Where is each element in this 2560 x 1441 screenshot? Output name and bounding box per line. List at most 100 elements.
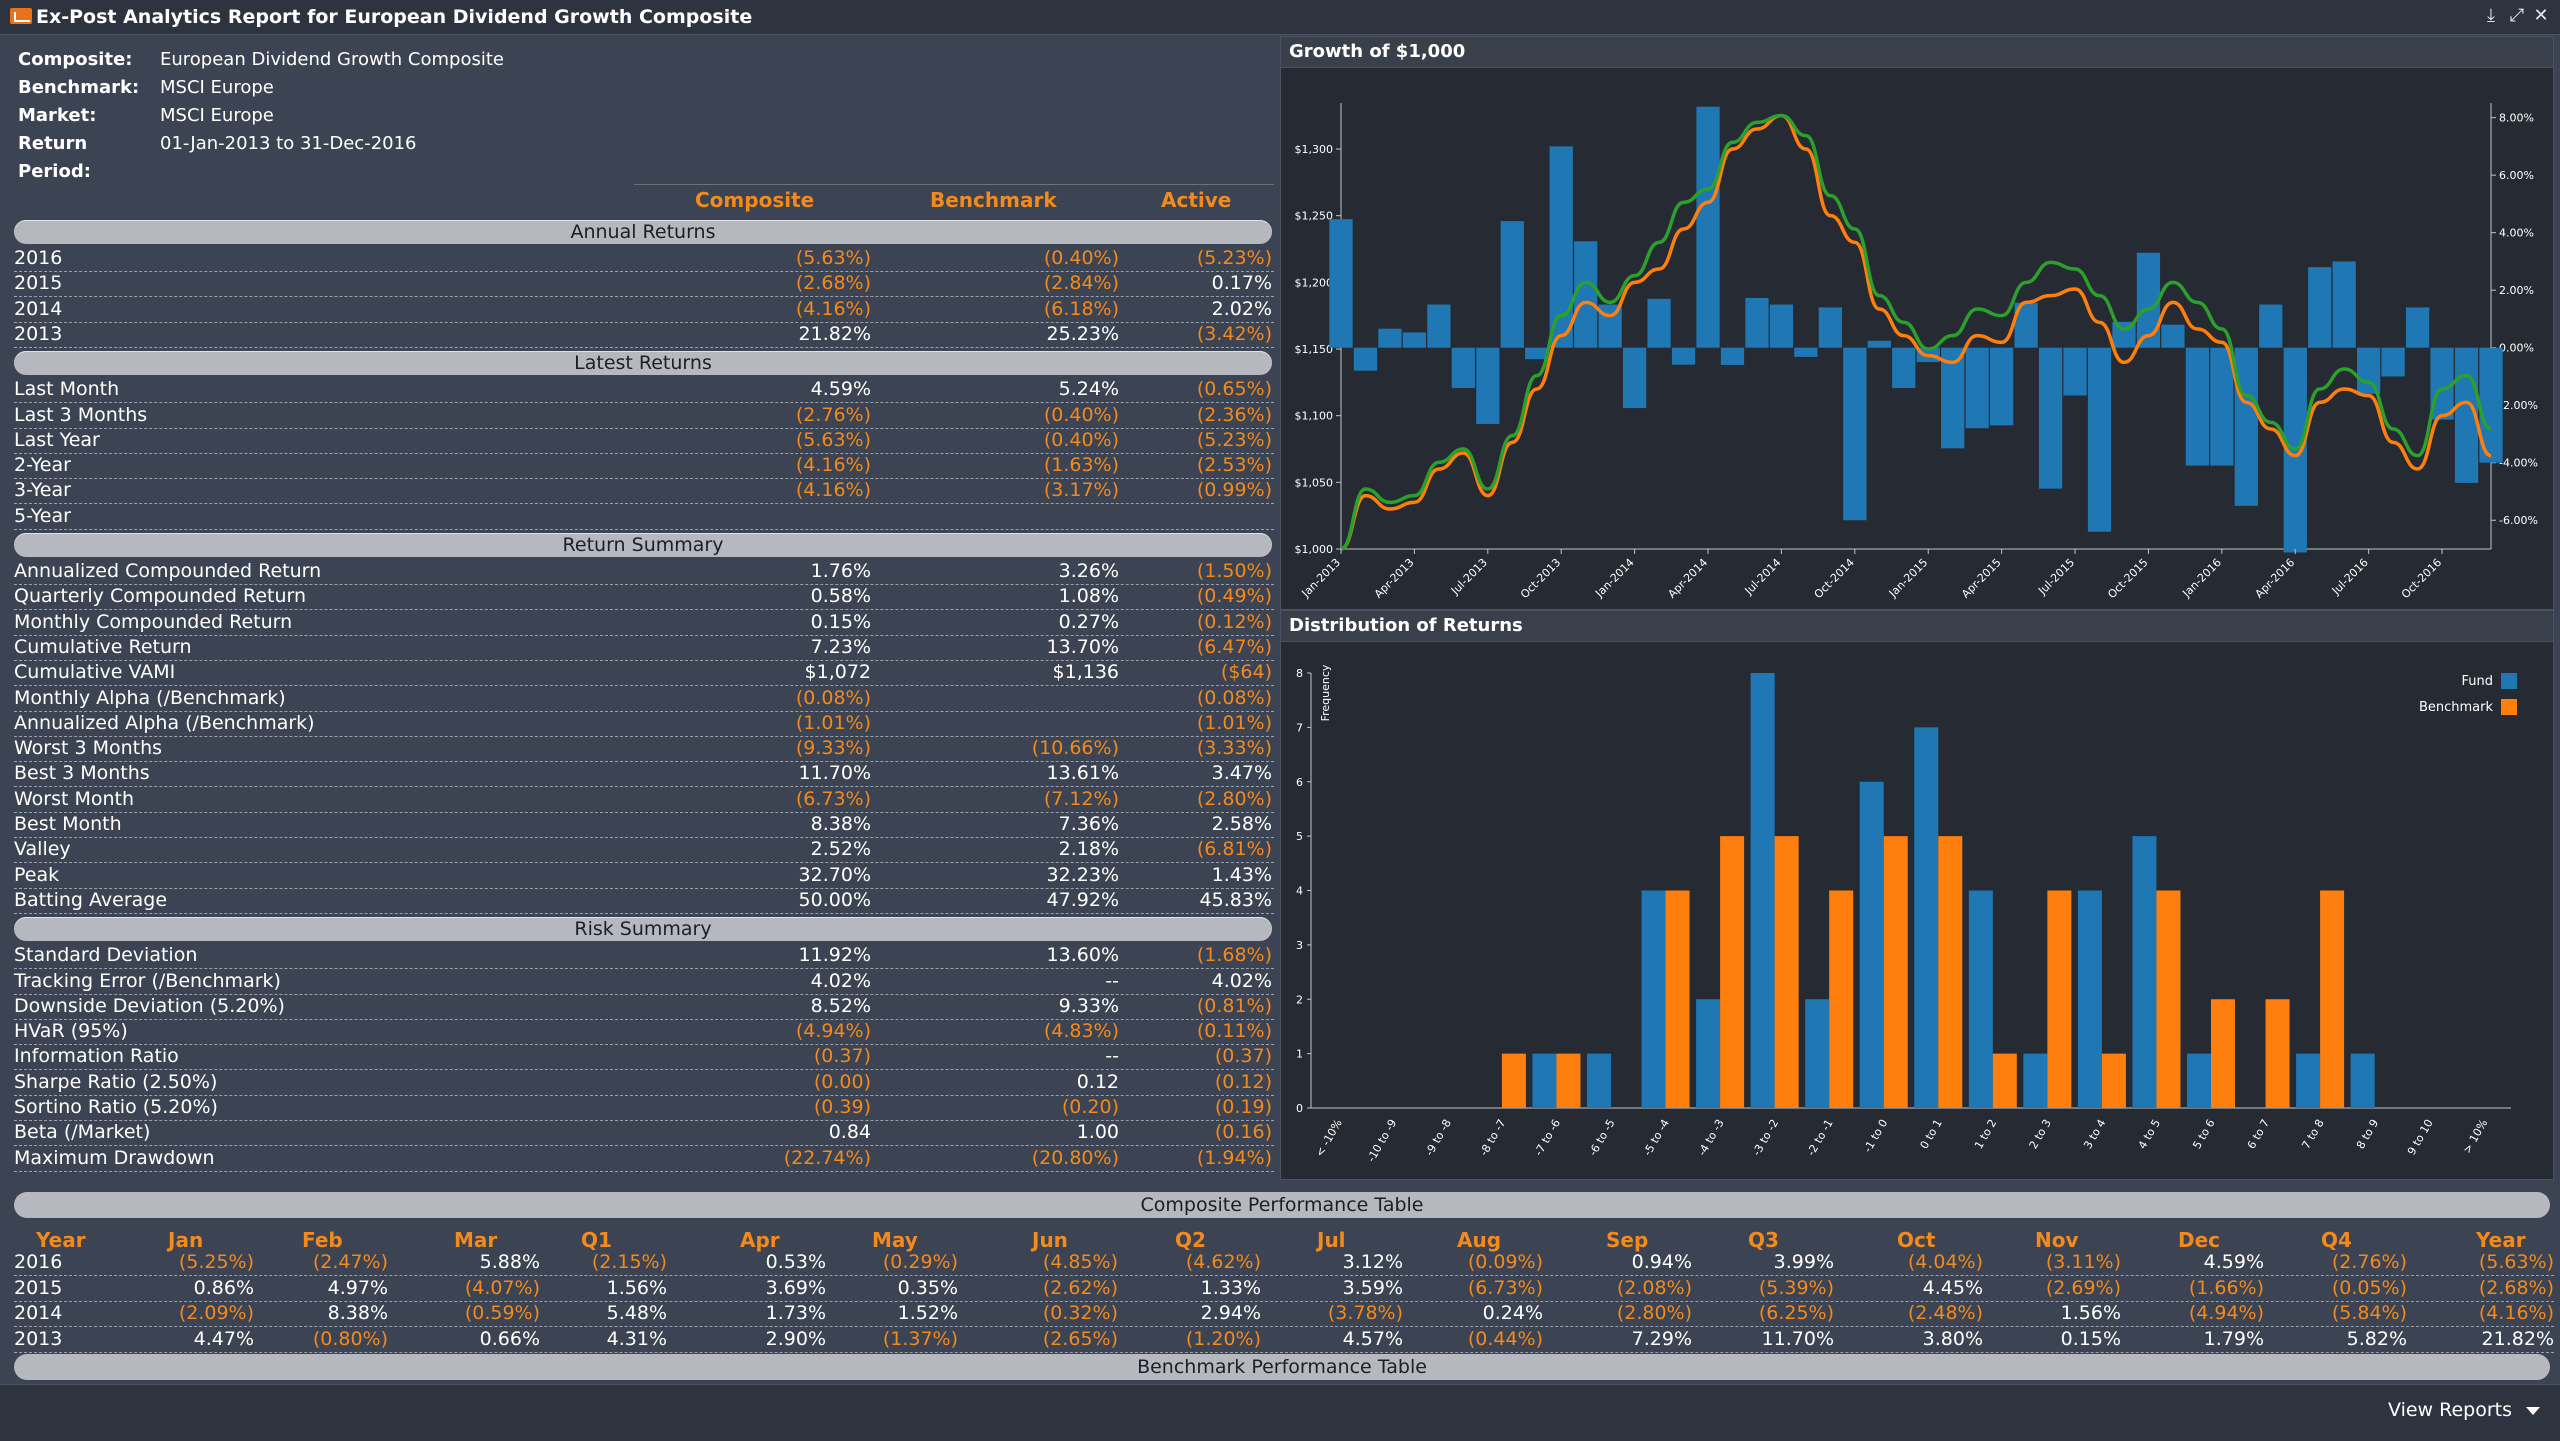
legend-label: Fund: [2462, 674, 2494, 689]
return-bar: [1720, 347, 1745, 365]
stat-value: (0.12): [1214, 1070, 1272, 1093]
stat-value: (4.94%): [795, 1020, 871, 1043]
expand-icon[interactable]: ⤢: [2509, 5, 2525, 26]
growth-chart: $1,000 $1,050 $1,100 $1,150 $1,200 $1,250 $1,3…: [1295, 103, 2538, 601]
stat-value: (6.73%): [795, 787, 871, 810]
return-bar: [1451, 347, 1475, 388]
table-header: Mar: [454, 1228, 498, 1252]
stat-value: (4.16%): [795, 297, 871, 320]
close-icon[interactable]: ✕: [2533, 5, 2549, 26]
table-header: Q3: [1748, 1228, 1779, 1252]
distribution-chart-panel: Distribution of Returns 0 1 2 3 4 5 6 7 8 Frequen…: [1280, 610, 2554, 1180]
stat-value: 50.00%: [798, 888, 871, 911]
download-icon[interactable]: ⤓: [2487, 5, 2495, 26]
stat-row: Last Year (5.63%) (0.40%) (5.23%): [14, 428, 1274, 454]
table-cell: 7.29%: [1631, 1327, 1692, 1350]
stat-row: Best 3 Months 11.70% 13.61% 3.47%: [14, 761, 1274, 788]
stat-label: Annualized Compounded Return: [14, 560, 322, 582]
stat-value: (1.94%): [1196, 1146, 1272, 1169]
section-header[interactable]: Return Summary: [14, 533, 1272, 557]
table-cell: (1.20%): [1185, 1327, 1261, 1350]
legend-swatch: [2501, 673, 2517, 689]
table-row: 2016 (5.25%) (2.47%) 5.88% (2.15%) 0.53% (0.29…: [14, 1250, 2554, 1276]
growth-chart-header: [1281, 37, 2553, 68]
benchmark-bar: [1501, 1053, 1526, 1108]
fund-bar: [1750, 673, 1775, 1108]
stat-value: (1.01%): [1196, 711, 1272, 734]
y2-tick-label: 2.00%: [2499, 284, 2534, 297]
return-bar: [2087, 347, 2112, 532]
stat-value: 1.76%: [810, 560, 871, 582]
stat-value: (0.99%): [1196, 479, 1272, 502]
return-bar: [2308, 267, 2332, 348]
stat-value: (5.23%): [1196, 428, 1272, 451]
stat-row: 2013 21.82% 25.23% (3.42%): [14, 322, 1274, 348]
x-tick-label: Apr-2016: [2253, 556, 2298, 601]
y2-tick-label: 8.00%: [2499, 112, 2534, 125]
section-header[interactable]: Annual Returns: [14, 220, 1272, 244]
view-reports-button[interactable]: View Reports: [2387, 1399, 2512, 1421]
stat-label: Maximum Drawdown: [14, 1146, 215, 1169]
growth-line: [1340, 113, 2492, 551]
stat-value: (4.16%): [795, 454, 871, 477]
stat-value: 2.18%: [1058, 838, 1119, 861]
x-tick-label: Apr-2015: [1959, 556, 2004, 601]
return-bar: [2185, 347, 2210, 466]
stat-label: Worst Month: [14, 787, 135, 810]
benchmark-bar: [1720, 836, 1745, 1108]
return-bar: [1769, 304, 1794, 348]
stat-value: 3.47%: [1211, 762, 1272, 785]
table-cell: (2.68%): [2478, 1276, 2554, 1299]
section-header[interactable]: Risk Summary: [14, 917, 1272, 942]
x-tick-label: -4 to -3: [1695, 1117, 1726, 1158]
return-bar: [1329, 219, 1353, 348]
table-cell: 2.94%: [1200, 1302, 1261, 1324]
x-tick-label: Jan-2016: [2179, 556, 2223, 600]
return-bar: [1378, 328, 1402, 348]
x-tick-label: -5 to -4: [1641, 1117, 1672, 1158]
section-header[interactable]: Latest Returns: [14, 351, 1272, 376]
return-bar: [2014, 302, 2038, 348]
table-cell: (4.62%): [1185, 1251, 1261, 1273]
stat-value: 9.33%: [1058, 994, 1119, 1017]
stat-row: Valley 2.52% 2.18% (6.81%): [14, 837, 1274, 864]
stat-value: (0.37): [1214, 1045, 1272, 1068]
info-row: Benchmark: MSCI Europe: [18, 74, 504, 102]
table-cell: 4.45%: [1922, 1276, 1983, 1299]
stat-row: Downside Deviation (5.20%) 8.52% 9.33% (0.8…: [14, 994, 1274, 1020]
stat-label: 2014: [14, 297, 63, 320]
chevron-down-icon[interactable]: [2526, 1407, 2540, 1415]
stat-value: (5.63%): [795, 428, 871, 451]
stat-row: Worst 3 Months (9.33%) (10.66%) (3.33%): [14, 736, 1274, 763]
stat-value: (0.40%): [1043, 247, 1119, 269]
y-tick-label: $1,250: [1295, 210, 1334, 223]
stat-value: --: [1105, 969, 1119, 992]
stat-label: 2015: [14, 272, 63, 295]
stat-value: (2.84%): [1043, 272, 1119, 295]
growth-line: [1340, 113, 2492, 551]
growth-chart-panel: Growth of $1,000 $1,000 $1,050 $1,100 $1,15…: [1280, 36, 2554, 610]
stat-value: 4.02%: [810, 969, 871, 992]
table-header: Q1: [581, 1228, 612, 1252]
stat-label: Tracking Error (/Benchmark): [14, 969, 281, 992]
row-year: 2016: [14, 1251, 63, 1273]
table-cell: 0.94%: [1631, 1251, 1692, 1273]
table-cell: 1.79%: [2203, 1327, 2264, 1350]
table-cell: 5.48%: [606, 1302, 667, 1324]
stat-value: (5.23%): [1196, 247, 1272, 269]
return-bar: [2063, 347, 2087, 396]
stat-value: (20.80%): [1031, 1146, 1119, 1169]
table-header: Q4: [2321, 1228, 2352, 1252]
table-cell: 3.12%: [1342, 1251, 1403, 1273]
stat-label: Peak: [14, 863, 60, 886]
stat-row: Quarterly Compounded Return 0.58% 1.08% (0.…: [14, 584, 1274, 611]
stat-value: 13.70%: [1046, 635, 1119, 658]
benchmark-table-title[interactable]: Benchmark Performance Table: [14, 1354, 2550, 1380]
x-tick-label: -9 to -8: [1423, 1117, 1454, 1158]
stat-row: Annualized Compounded Return 1.76% 3.26% (1…: [14, 559, 1274, 585]
composite-table-title: Composite Performance Table: [14, 1192, 2550, 1218]
stat-value: (6.18%): [1043, 297, 1119, 320]
y-tick-label: 1: [1296, 1048, 1303, 1061]
stat-label: HVaR (95%): [14, 1020, 128, 1043]
stat-value: (1.01%): [795, 711, 871, 734]
